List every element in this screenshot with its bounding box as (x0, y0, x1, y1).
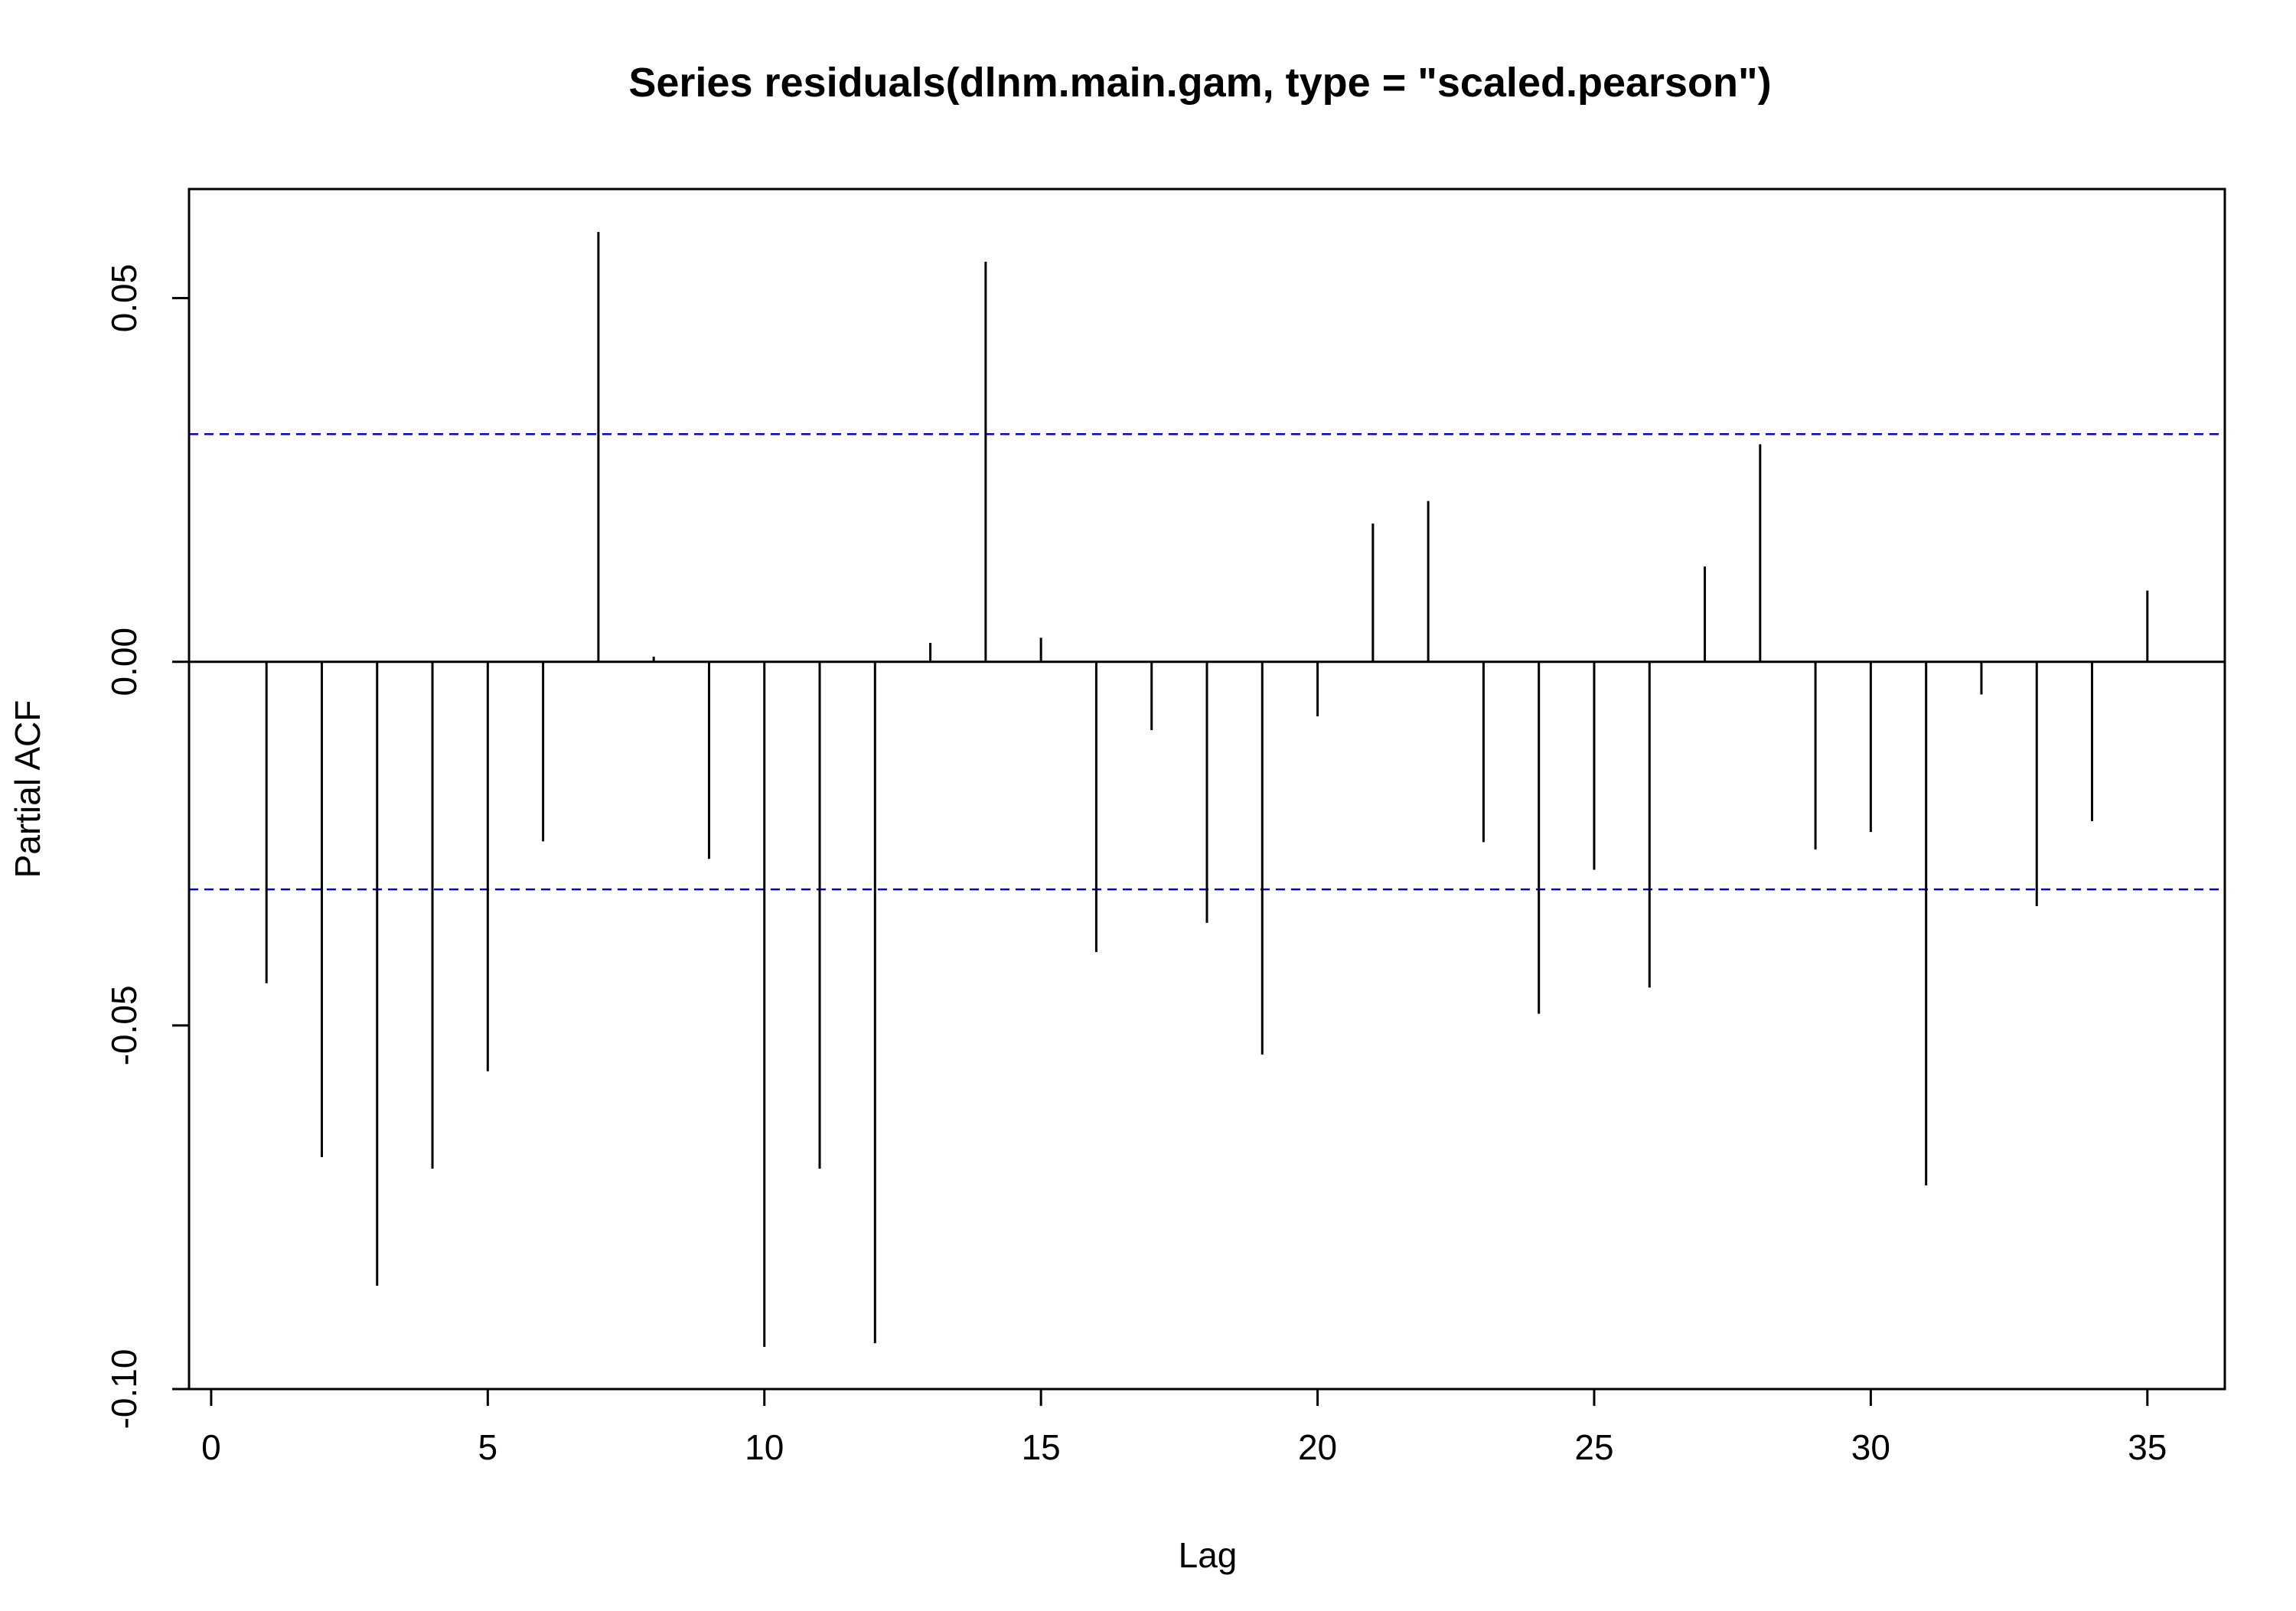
x-tick-label: 0 (201, 1427, 221, 1467)
chart-title: Series residuals(dlnm.main.gam, type = "… (628, 60, 1771, 106)
y-tick-label: 0.00 (104, 628, 144, 696)
x-tick-label: 25 (1574, 1427, 1613, 1467)
x-tick-label: 5 (478, 1427, 498, 1467)
y-tick-label: 0.05 (104, 264, 144, 333)
y-axis-label: Partial ACF (8, 700, 47, 879)
x-tick-label: 15 (1022, 1427, 1061, 1467)
y-axis: -0.10 -0.05 0.00 0.05 (104, 264, 191, 1430)
x-tick-label: 20 (1298, 1427, 1337, 1467)
x-axis-label: Lag (1179, 1535, 1238, 1575)
y-tick-label: -0.05 (104, 985, 144, 1065)
x-tick-label: 30 (1851, 1427, 1890, 1467)
x-axis: 0 5 10 15 20 25 30 35 (201, 1388, 2167, 1467)
x-tick-label: 35 (2128, 1427, 2167, 1467)
y-tick-label: -0.10 (104, 1349, 144, 1430)
x-tick-label: 10 (745, 1427, 784, 1467)
